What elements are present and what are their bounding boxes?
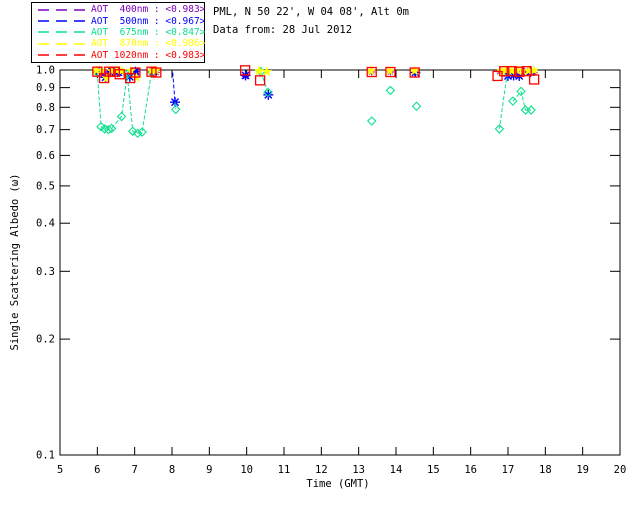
axis-tick-labels: 5 6 7 8 9 10 11 12 13 14 15 16 17 18 19 20 1.0 0.9 0.8 0.7 0… bbox=[36, 65, 626, 477]
legend-line-sample-aot-500nm bbox=[38, 20, 86, 22]
axis-ticks bbox=[59, 69, 621, 456]
x-tick-label: 12 bbox=[315, 464, 328, 476]
legend-box: AOT 400nm : <0.983> AOT 500nm : <0.967> AO… bbox=[31, 2, 205, 63]
series-aot-1020nm bbox=[92, 65, 540, 86]
y-tick-label: 0.5 bbox=[36, 180, 55, 192]
x-axis-title: Time (GMT) bbox=[306, 478, 369, 490]
legend-entry-aot-400nm: AOT 400nm : <0.983> bbox=[32, 4, 206, 16]
y-tick-label: 0.9 bbox=[36, 82, 55, 94]
x-tick-label: 10 bbox=[240, 464, 253, 476]
data-marks bbox=[91, 64, 540, 139]
y-tick-label: 0.8 bbox=[36, 102, 55, 114]
x-tick-label: 5 bbox=[57, 464, 63, 476]
legend-label: AOT 400nm : <0.983> bbox=[91, 4, 206, 16]
legend-entry-aot-500nm: AOT 500nm : <0.967> bbox=[32, 15, 206, 27]
y-tick-label: 0.2 bbox=[36, 334, 55, 346]
legend-label: AOT 675nm : <0.847> bbox=[91, 26, 206, 38]
x-tick-label: 15 bbox=[427, 464, 440, 476]
legend-line-sample-aot-870nm bbox=[38, 43, 86, 45]
x-tick-label: 17 bbox=[502, 464, 515, 476]
legend-label: AOT 500nm : <0.967> bbox=[91, 15, 206, 27]
legend-entry-aot-1020nm: AOT 1020nm : <0.983> bbox=[32, 49, 206, 61]
y-axis-title: Single Scattering Albedo (ω) bbox=[9, 173, 21, 350]
x-tick-label: 11 bbox=[278, 464, 291, 476]
y-tick-label: 0.4 bbox=[36, 218, 55, 230]
legend-line-sample-aot-1020nm bbox=[38, 54, 86, 57]
legend-label: AOT 870nm : <0.986> bbox=[91, 38, 206, 50]
x-tick-label: 16 bbox=[464, 464, 477, 476]
date-info: Data from: 28 Jul 2012 bbox=[213, 24, 353, 36]
x-tick-label: 7 bbox=[132, 464, 138, 476]
station-info: PML, N 50 22', W 04 08', Alt 0m bbox=[213, 6, 409, 18]
plot-border bbox=[59, 69, 621, 456]
y-tick-label: 0.3 bbox=[36, 266, 55, 278]
x-tick-label: 6 bbox=[94, 464, 100, 476]
x-tick-label: 19 bbox=[576, 464, 589, 476]
y-tick-label: 1.0 bbox=[36, 65, 55, 77]
x-tick-label: 14 bbox=[390, 464, 403, 476]
series-aot-675nm bbox=[92, 66, 536, 139]
legend-entry-aot-870nm: AOT 870nm : <0.986> bbox=[32, 38, 206, 50]
legend-line-sample-aot-675nm bbox=[38, 31, 86, 34]
y-tick-label: 0.6 bbox=[36, 150, 55, 162]
x-tick-label: 9 bbox=[206, 464, 212, 476]
y-tick-label: 0.7 bbox=[36, 124, 55, 136]
legend-line-sample-aot-400nm bbox=[38, 8, 86, 11]
x-tick-label: 18 bbox=[539, 464, 552, 476]
legend-label: AOT 1020nm : <0.983> bbox=[91, 49, 206, 61]
x-tick-label: 20 bbox=[614, 464, 627, 476]
y-tick-label: 0.1 bbox=[36, 450, 55, 462]
legend-entry-aot-675nm: AOT 675nm : <0.847> bbox=[32, 26, 206, 38]
x-tick-label: 13 bbox=[352, 464, 365, 476]
x-tick-label: 8 bbox=[169, 464, 175, 476]
